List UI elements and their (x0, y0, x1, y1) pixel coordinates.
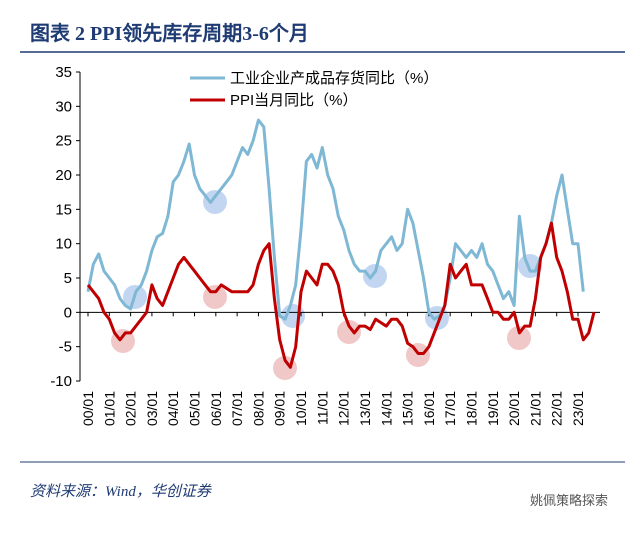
source: 资料来源：Wind，华创证券 (30, 483, 212, 500)
x-tick-label: 21/01 (527, 391, 543, 426)
y-tick-label: 15 (55, 201, 72, 218)
x-tick-label: 10/01 (293, 391, 309, 426)
y-tick-label: 10 (55, 236, 72, 253)
highlight-circle (337, 320, 361, 344)
highlight-circle (203, 190, 227, 214)
x-tick-label: 18/01 (463, 391, 479, 426)
x-tick-label: 12/01 (336, 391, 352, 426)
x-tick-label: 15/01 (400, 391, 416, 426)
highlight-circle (507, 326, 531, 350)
x-tick-label: 20/01 (506, 391, 522, 426)
y-tick-label: 35 (55, 64, 72, 81)
x-tick-label: 04/01 (165, 391, 181, 426)
x-tick-label: 00/01 (80, 391, 96, 426)
watermark: 姚佩策略探索 (530, 493, 608, 508)
x-tick-label: 06/01 (208, 391, 224, 426)
y-tick-label: 30 (55, 98, 72, 115)
highlight-circle (406, 343, 430, 367)
y-tick-label: 5 (64, 270, 72, 287)
y-tick-label: 25 (55, 133, 72, 150)
y-tick-label: -10 (50, 373, 72, 390)
x-tick-label: 19/01 (485, 391, 501, 426)
x-tick-label: 09/01 (272, 391, 288, 426)
series-line (86, 118, 585, 321)
x-tick-label: 13/01 (357, 391, 373, 426)
highlight-circle (363, 264, 387, 288)
x-tick-label: 23/01 (570, 391, 586, 426)
y-tick-label: 20 (55, 167, 72, 184)
x-tick-label: 07/01 (229, 391, 245, 426)
y-tick-label: 0 (64, 304, 72, 321)
x-tick-label: 05/01 (187, 391, 203, 426)
legend-label: PPI当月同比（%） (230, 92, 358, 109)
x-tick-label: 14/01 (378, 391, 394, 426)
x-tick-label: 08/01 (250, 391, 266, 426)
x-tick-label: 02/01 (123, 391, 139, 426)
x-tick-label: 11/01 (314, 391, 330, 425)
x-tick-label: 22/01 (549, 391, 565, 426)
legend-label: 工业企业产成品存货同比（%） (230, 69, 438, 87)
x-tick-label: 01/01 (101, 391, 117, 426)
x-tick-label: 16/01 (421, 391, 437, 426)
series-line (86, 221, 596, 369)
x-tick-label: 17/01 (442, 391, 458, 426)
y-tick-label: -5 (59, 339, 72, 356)
chart-title: 图表 2 PPI领先库存周期3-6个月 (30, 21, 309, 45)
x-tick-label: 03/01 (144, 391, 160, 426)
